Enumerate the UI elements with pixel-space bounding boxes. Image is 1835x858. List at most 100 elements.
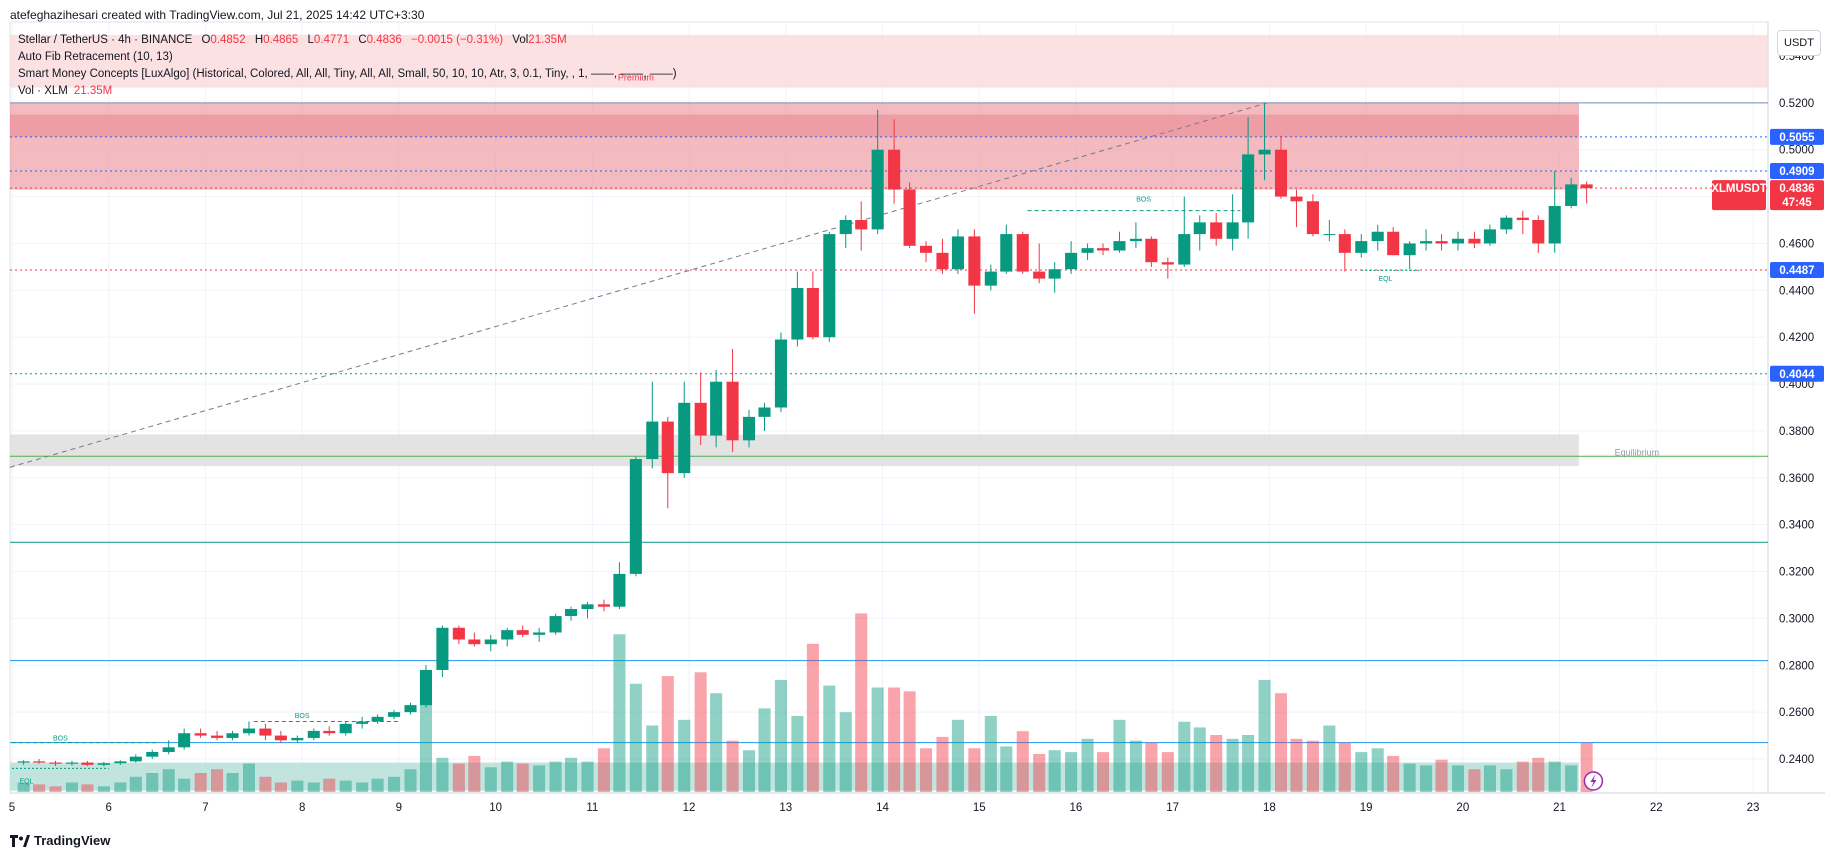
y-tick-label: 0.3000 [1779,613,1814,625]
candle-body [1548,205,1561,244]
volume-bar [1516,761,1529,792]
volume-bar [1338,742,1351,792]
candle-body [1387,231,1400,256]
x-tick-label: 6 [106,802,112,814]
volume-bar [1016,731,1029,792]
volume-bar [888,687,901,792]
candle-body [404,705,417,713]
ohlc-close: C0.4836 [358,34,402,46]
x-tick-label: 18 [1263,802,1276,814]
candle-body [951,236,964,270]
indicator-fib[interactable]: Auto Fib Retracement (10, 13) [18,51,173,63]
y-tick-label: 0.3200 [1779,567,1814,579]
x-tick-label: 15 [973,802,986,814]
candle-body [678,402,691,474]
volume-bar [565,757,578,792]
lightning-icon-bolt [1590,774,1597,788]
x-tick-label: 23 [1747,802,1760,814]
x-tick-label: 11 [586,802,598,814]
volume-bar [33,784,46,792]
candle-body [436,627,449,670]
volume-bar [806,643,819,792]
candle-body [501,630,514,640]
tradingview-logo[interactable]: TradingView [10,833,110,848]
candle-body [1323,234,1336,236]
candle-body [162,747,175,752]
volume-bar [1323,725,1336,792]
ohlc-volume: Vol21.35M [512,34,567,46]
candle-body [371,716,384,722]
volume-bar [242,763,256,792]
attribution-header: atefeghazihesari created with TradingVie… [10,8,425,22]
candle-body [903,189,916,246]
candle-body [388,712,401,717]
candle-body [613,573,626,607]
currency-button[interactable]: USDT [1777,30,1821,56]
candle-body [1468,238,1481,244]
volume-bar [81,784,94,792]
zone-discount [10,762,1579,791]
symbol-badge-name: XLMUSDT [1711,183,1767,195]
symbol-title[interactable]: Stellar / TetherUS · 4h · BINANCE [18,34,193,46]
zone-equilibrium [10,434,1579,467]
volume-bar [661,676,674,792]
horizontal-levels [9,102,1768,744]
candle-body [1129,238,1142,242]
y-tick-label: 0.4200 [1779,332,1814,344]
volume-bar [1113,719,1126,792]
volume-bar [823,685,836,792]
eql-label: EQL [1378,276,1392,283]
volume-bar [323,778,336,792]
indicator-volume[interactable]: Vol · XLM 21.35M [18,85,113,97]
candle-body [33,761,46,763]
candle-body [968,236,981,286]
volume-bar [678,719,691,792]
volume-bar [468,755,481,792]
x-tick-label: 20 [1456,802,1469,814]
volume-bar [516,763,529,792]
price-badge [1770,128,1824,145]
volume-bar [65,782,79,792]
fib-trend-line [9,102,1268,468]
volume-bar [388,776,401,792]
volume-bar [1532,757,1545,792]
candle-body [1065,252,1078,270]
volume-bar [581,761,594,792]
volume-bar [356,782,369,792]
y-tick-label: 0.3600 [1779,473,1814,485]
y-tick-label: 0.3400 [1779,520,1814,532]
candle-body [1193,222,1206,235]
candle-body [533,632,546,635]
smc-zones [10,34,1768,791]
volume-bar [758,708,771,792]
candle-body [758,407,771,417]
volume-bar [178,778,191,792]
volume-bar [839,712,852,792]
volume-bar [339,780,352,792]
volume-bar [1420,765,1433,792]
volume-bar [1565,765,1578,792]
x-tick-label: 10 [489,802,502,814]
indicator-smc[interactable]: Smart Money Concepts [LuxAlgo] (Historic… [18,68,677,80]
candle-body [419,669,433,706]
y-tick-label: 0.2800 [1779,660,1814,672]
volume-bar [1129,740,1142,792]
symbol-legend: Stellar / TetherUS · 4h · BINANCE O0.485… [18,34,573,46]
volume-bar [1033,754,1046,792]
candle-body [919,245,933,253]
candle-body [274,735,287,741]
candle-body [1016,234,1029,272]
volume-bar [436,757,449,792]
volume-bar [146,773,159,792]
volume-bar [291,780,304,792]
volume-bar [1096,752,1110,792]
ohlc-high: H0.4865 [254,34,299,46]
bos-label: BOS [295,713,310,720]
candle-body [323,730,336,734]
volume-bar [903,691,916,792]
candle-body [1274,149,1288,197]
candle-body [1371,231,1384,242]
x-tick-label: 17 [1166,802,1179,814]
candle-body [1500,217,1513,230]
